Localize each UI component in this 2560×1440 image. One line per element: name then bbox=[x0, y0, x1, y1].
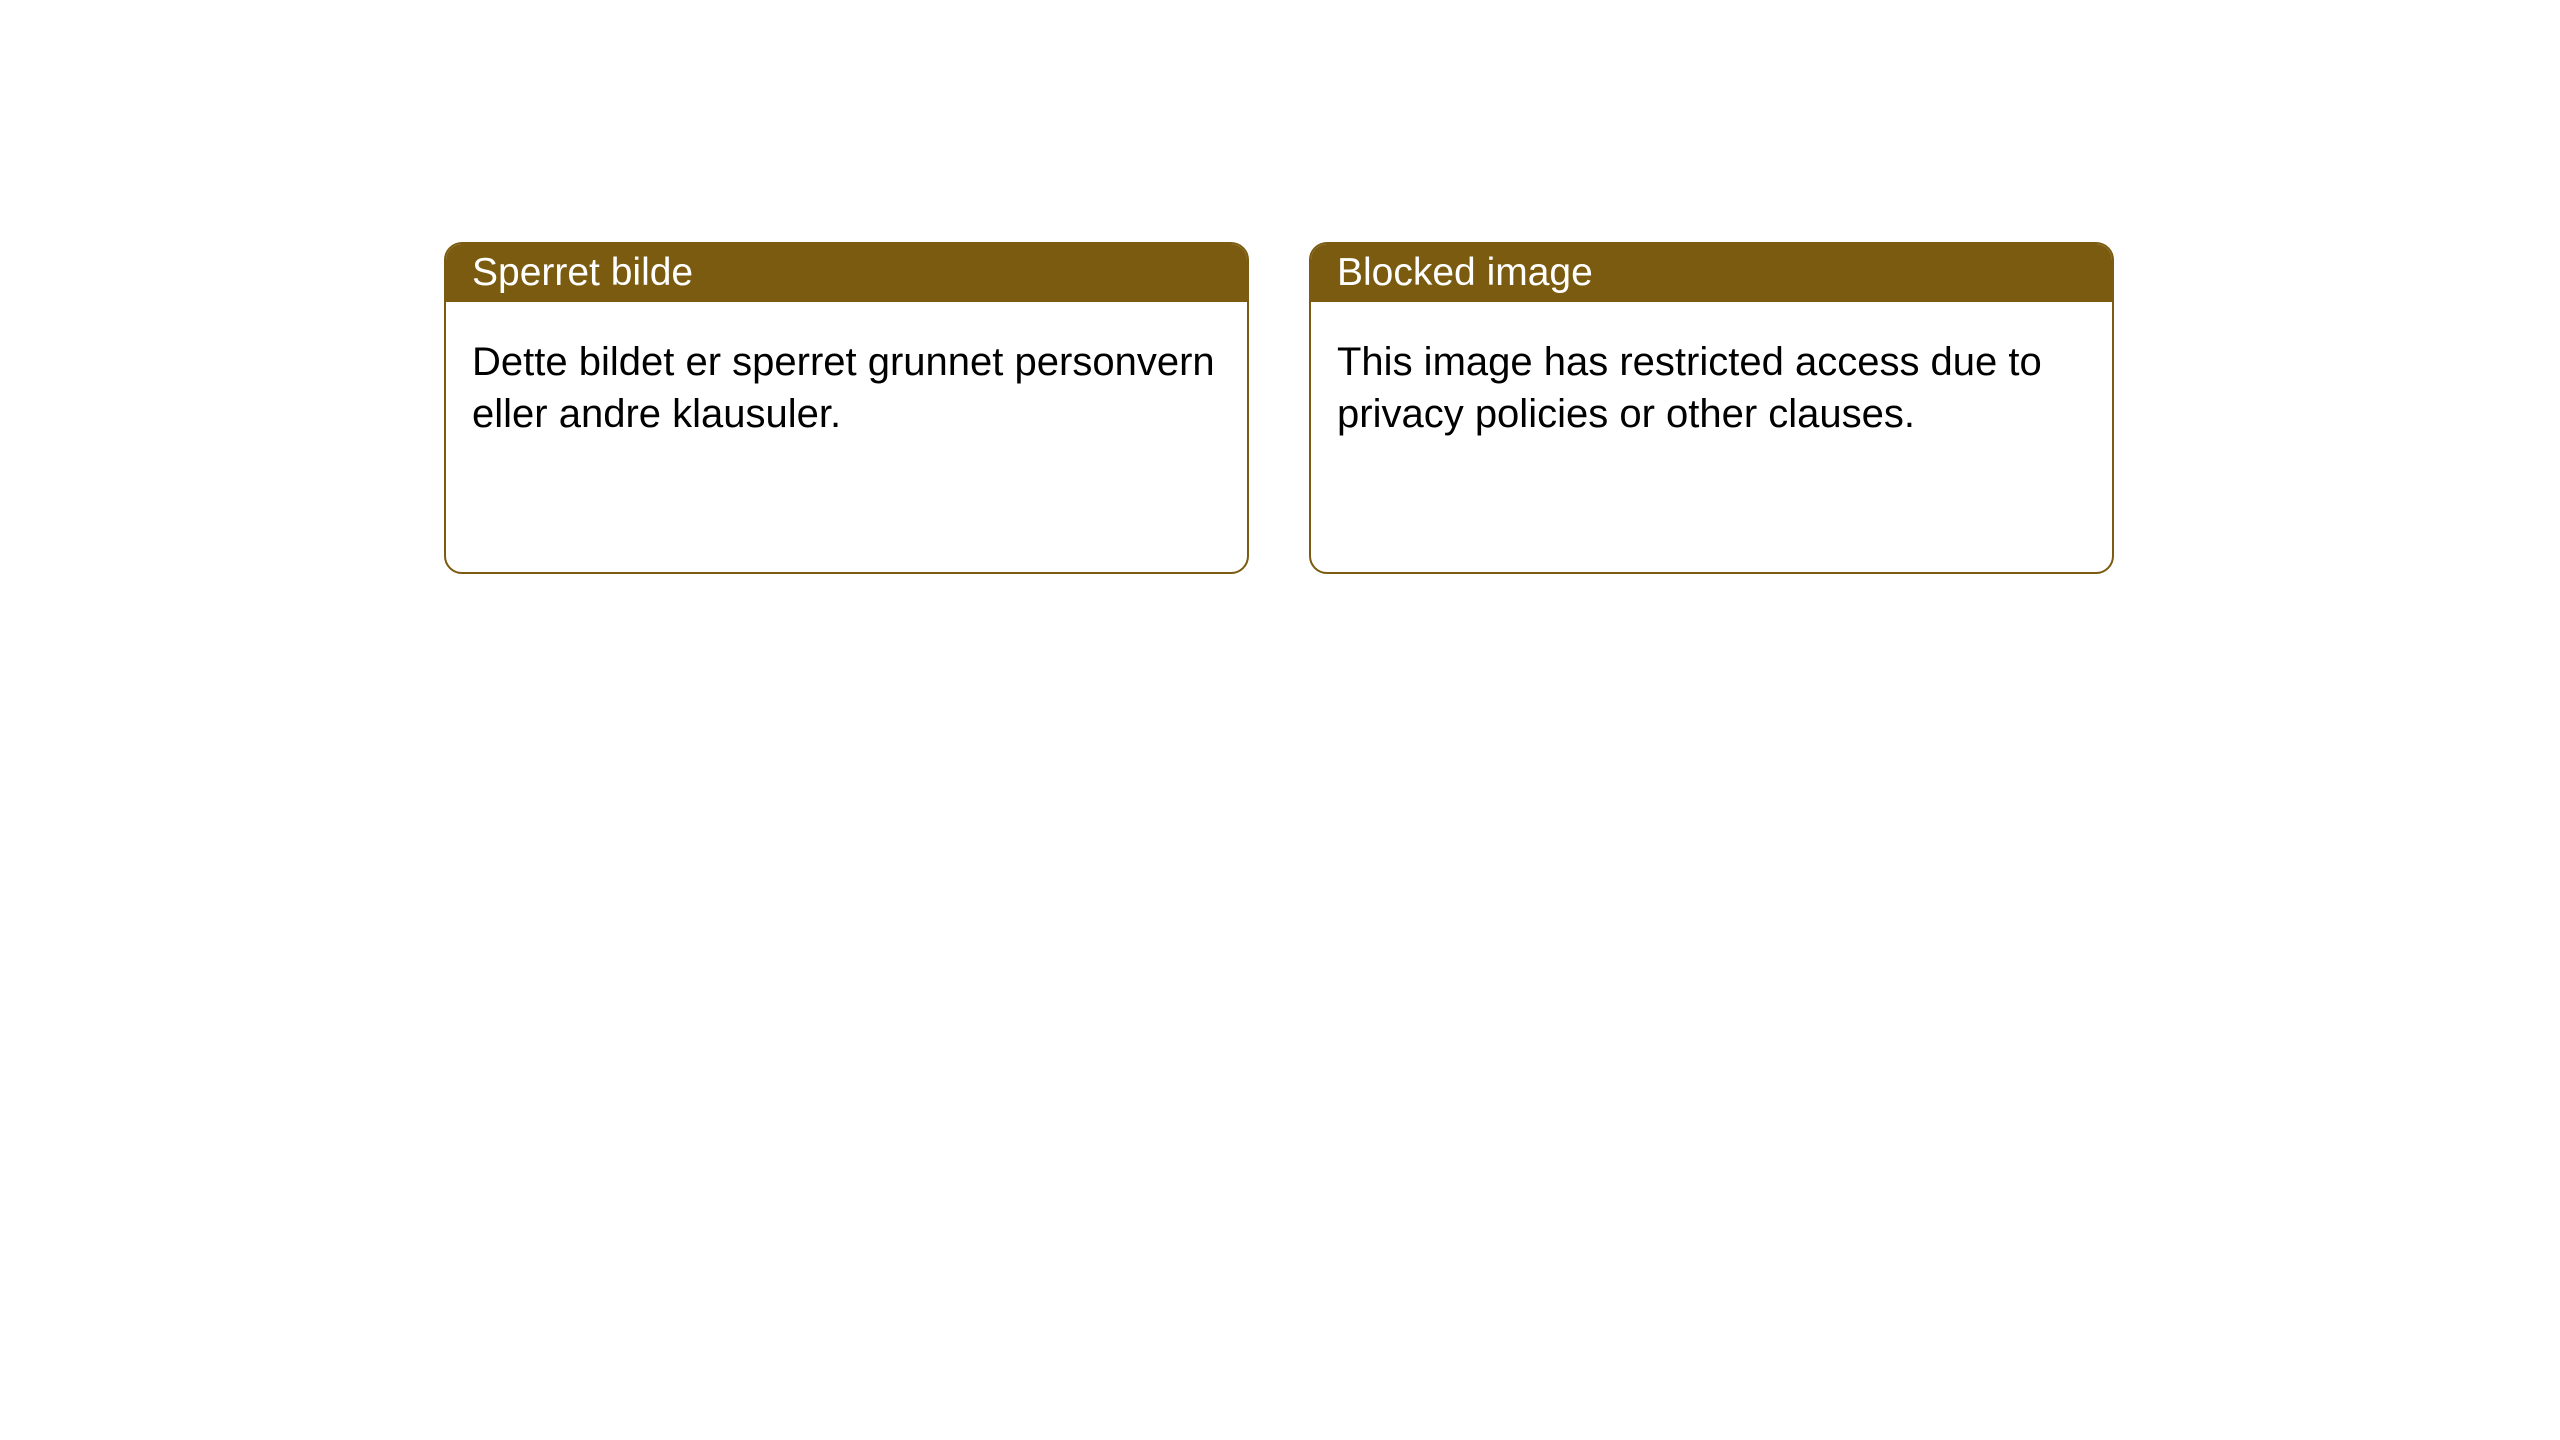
notice-card-english: Blocked image This image has restricted … bbox=[1309, 242, 2114, 574]
card-header: Sperret bilde bbox=[446, 244, 1247, 302]
notice-card-norwegian: Sperret bilde Dette bildet er sperret gr… bbox=[444, 242, 1249, 574]
card-body-text: This image has restricted access due to … bbox=[1337, 340, 2042, 436]
card-body: Dette bildet er sperret grunnet personve… bbox=[446, 302, 1247, 474]
card-body: This image has restricted access due to … bbox=[1311, 302, 2112, 474]
card-title: Sperret bilde bbox=[472, 251, 693, 295]
notice-cards-container: Sperret bilde Dette bildet er sperret gr… bbox=[0, 0, 2560, 574]
card-header: Blocked image bbox=[1311, 244, 2112, 302]
card-title: Blocked image bbox=[1337, 251, 1593, 295]
card-body-text: Dette bildet er sperret grunnet personve… bbox=[472, 340, 1215, 436]
